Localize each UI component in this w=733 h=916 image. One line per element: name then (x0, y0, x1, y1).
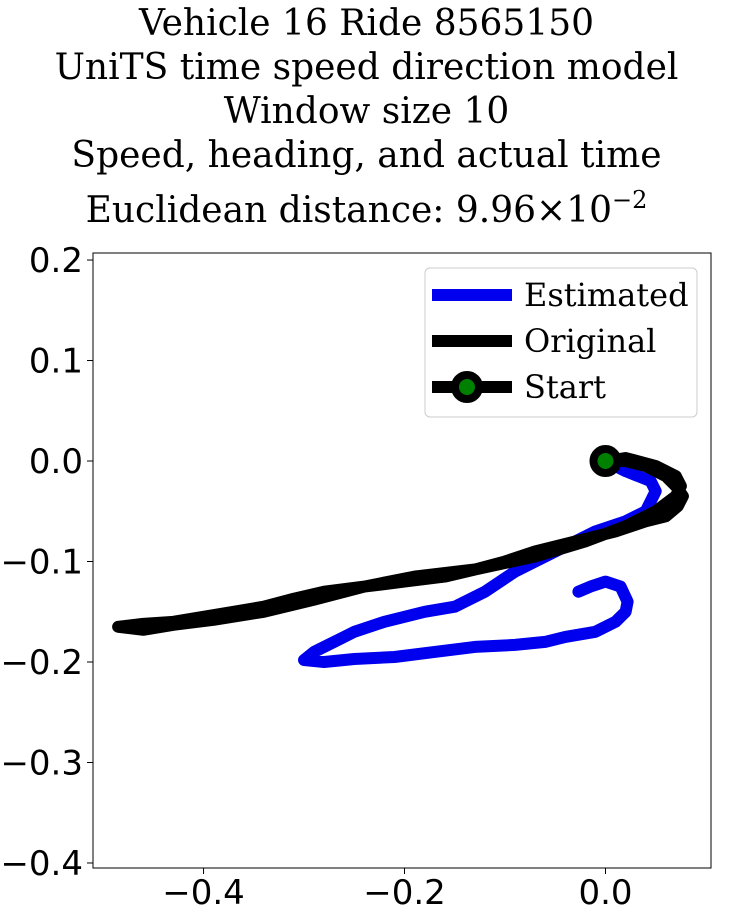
legend-label-estimated: Estimated (524, 276, 689, 314)
title-line-2: UniTS time speed direction model (54, 47, 679, 88)
y-axis: 0.2 0.1 0.0 −0.1 −0.2 −0.3 −0.4 (0, 241, 93, 884)
title-metric-times: × (536, 190, 567, 231)
y-tick-label: 0.0 (29, 442, 83, 482)
y-tick-label: 0.1 (29, 342, 83, 382)
series-line-original (112, 452, 689, 636)
y-tick-label: −0.1 (0, 543, 83, 583)
y-tick-label: −0.3 (0, 743, 83, 783)
x-tick-label: −0.4 (162, 873, 245, 913)
start-marker (589, 445, 622, 478)
title-metric-prefix: Euclidean distance: 9.96 (85, 190, 537, 231)
y-tick-label: 0.2 (29, 241, 83, 281)
legend: Estimated Original Start (424, 267, 698, 418)
title-line-4: Speed, heading, and actual time (71, 135, 662, 176)
title-metric-exponent: −2 (612, 186, 648, 214)
series-line-estimated (298, 455, 662, 668)
axes-frame (92, 252, 712, 869)
legend-box (424, 267, 698, 418)
x-tick-label: 0.0 (578, 873, 632, 913)
x-axis: −0.4 −0.2 0.0 (162, 868, 633, 913)
title-line-1: Vehicle 16 Ride 8565150 (138, 3, 595, 44)
legend-label-start: Start (524, 368, 606, 406)
y-tick-label: −0.2 (0, 643, 83, 683)
chart-title: Vehicle 16 Ride 8565150 UniTS time speed… (0, 0, 733, 233)
plot-area (112, 445, 689, 668)
y-tick-label: −0.4 (0, 844, 83, 884)
title-line-3: Window size 10 (223, 91, 510, 132)
title-metric-base: 10 (566, 190, 613, 231)
legend-label-original: Original (524, 322, 656, 360)
legend-swatch-start-marker (451, 371, 483, 403)
x-tick-label: −0.2 (363, 873, 446, 913)
title-line-5: Euclidean distance: 9.96×10−2 (0, 178, 733, 233)
